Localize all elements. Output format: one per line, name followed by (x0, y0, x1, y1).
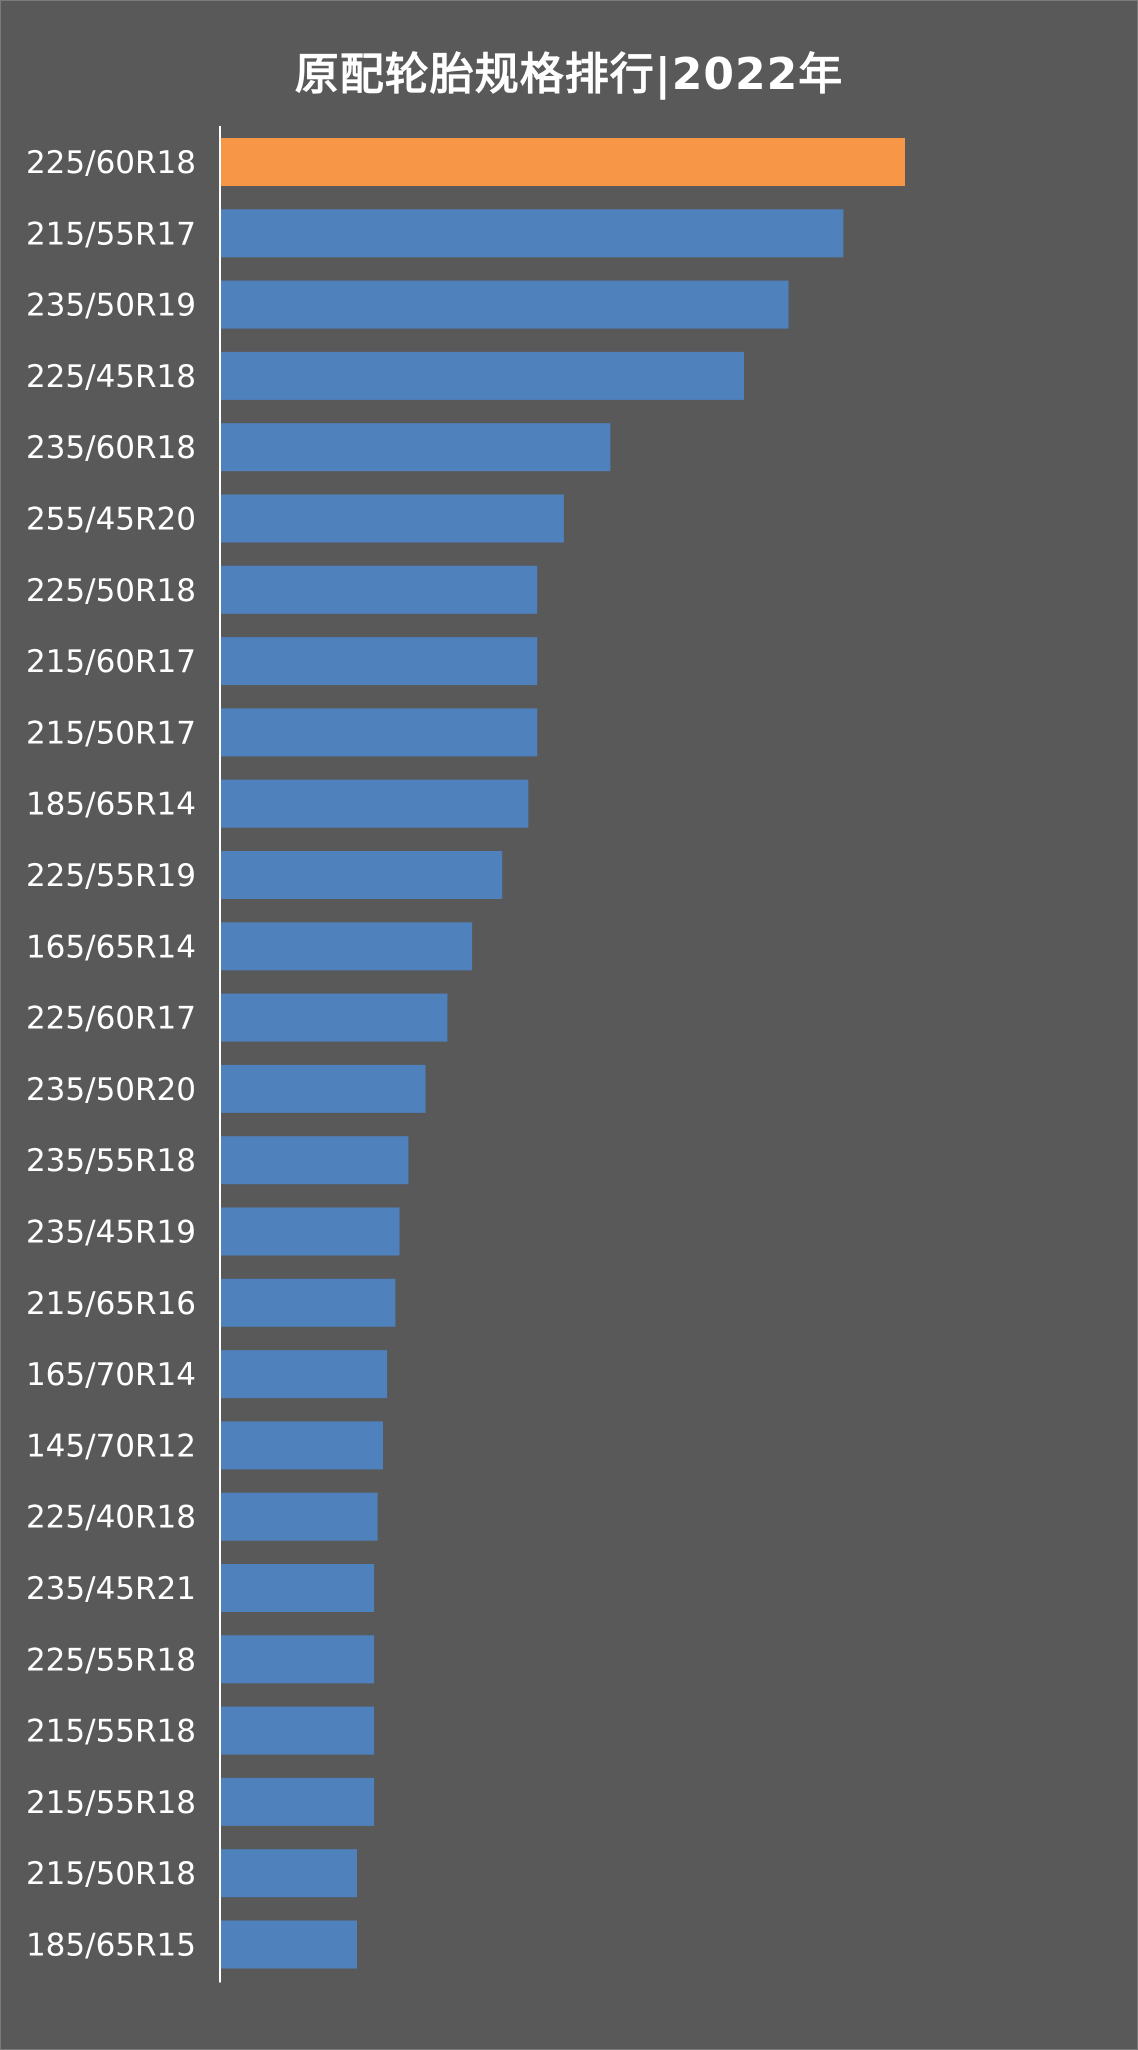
category-label-8: 215/50R17 (26, 715, 196, 751)
category-label-24: 215/50R18 (26, 1856, 196, 1892)
bar-11 (220, 922, 473, 971)
category-label-7: 215/60R17 (26, 644, 196, 680)
bar-22 (220, 1706, 375, 1755)
category-label-1: 215/55R17 (26, 216, 196, 252)
bar-25 (220, 1920, 357, 1969)
category-label-25: 185/65R15 (26, 1928, 196, 1964)
category-label-12: 225/60R17 (26, 1001, 196, 1037)
bar-12 (220, 993, 448, 1042)
bar-16 (220, 1278, 396, 1327)
bar-8 (220, 708, 538, 757)
category-label-20: 235/45R21 (26, 1571, 196, 1607)
bar-4 (220, 423, 611, 472)
category-label-15: 235/45R19 (26, 1215, 196, 1251)
bars (220, 138, 905, 1969)
category-label-4: 235/60R18 (26, 430, 196, 466)
category-label-18: 145/70R12 (26, 1428, 196, 1464)
category-label-16: 215/65R16 (26, 1286, 196, 1322)
bar-23 (220, 1777, 375, 1826)
category-label-14: 235/55R18 (26, 1143, 196, 1179)
category-label-10: 225/55R19 (26, 858, 196, 894)
category-label-3: 225/45R18 (26, 359, 196, 395)
bar-18 (220, 1421, 383, 1470)
category-label-6: 225/50R18 (26, 573, 196, 609)
bar-14 (220, 1136, 409, 1185)
bar-15 (220, 1207, 400, 1256)
category-label-19: 225/40R18 (26, 1500, 196, 1536)
bar-0 (220, 138, 905, 186)
category-label-13: 235/50R20 (26, 1072, 196, 1108)
bar-6 (220, 565, 538, 614)
category-label-22: 215/55R18 (26, 1714, 196, 1750)
category-label-0: 225/60R18 (26, 145, 196, 181)
category-label-21: 225/55R18 (26, 1642, 196, 1678)
bar-13 (220, 1064, 426, 1113)
bar-20 (220, 1564, 375, 1612)
category-label-2: 235/50R19 (26, 288, 196, 324)
category-label-9: 185/65R14 (26, 787, 196, 823)
chart-title: 原配轮胎规格排行|2022年 (294, 49, 844, 100)
bar-24 (220, 1849, 357, 1898)
bar-1 (220, 209, 844, 258)
bar-9 (220, 779, 529, 828)
bar-19 (220, 1492, 378, 1541)
bar-5 (220, 494, 564, 543)
category-label-17: 165/70R14 (26, 1357, 196, 1393)
category-label-11: 165/65R14 (26, 929, 196, 965)
bar-17 (220, 1350, 388, 1399)
category-label-23: 215/55R18 (26, 1785, 196, 1821)
category-labels: 225/60R18 215/55R17 235/50R19 225/45R18 235/… (26, 145, 196, 1964)
category-label-5: 255/45R20 (26, 502, 196, 538)
bar-2 (220, 280, 789, 329)
bar-21 (220, 1635, 375, 1684)
bar-7 (220, 637, 538, 686)
bar-10 (220, 851, 503, 899)
bar-3 (220, 351, 744, 400)
